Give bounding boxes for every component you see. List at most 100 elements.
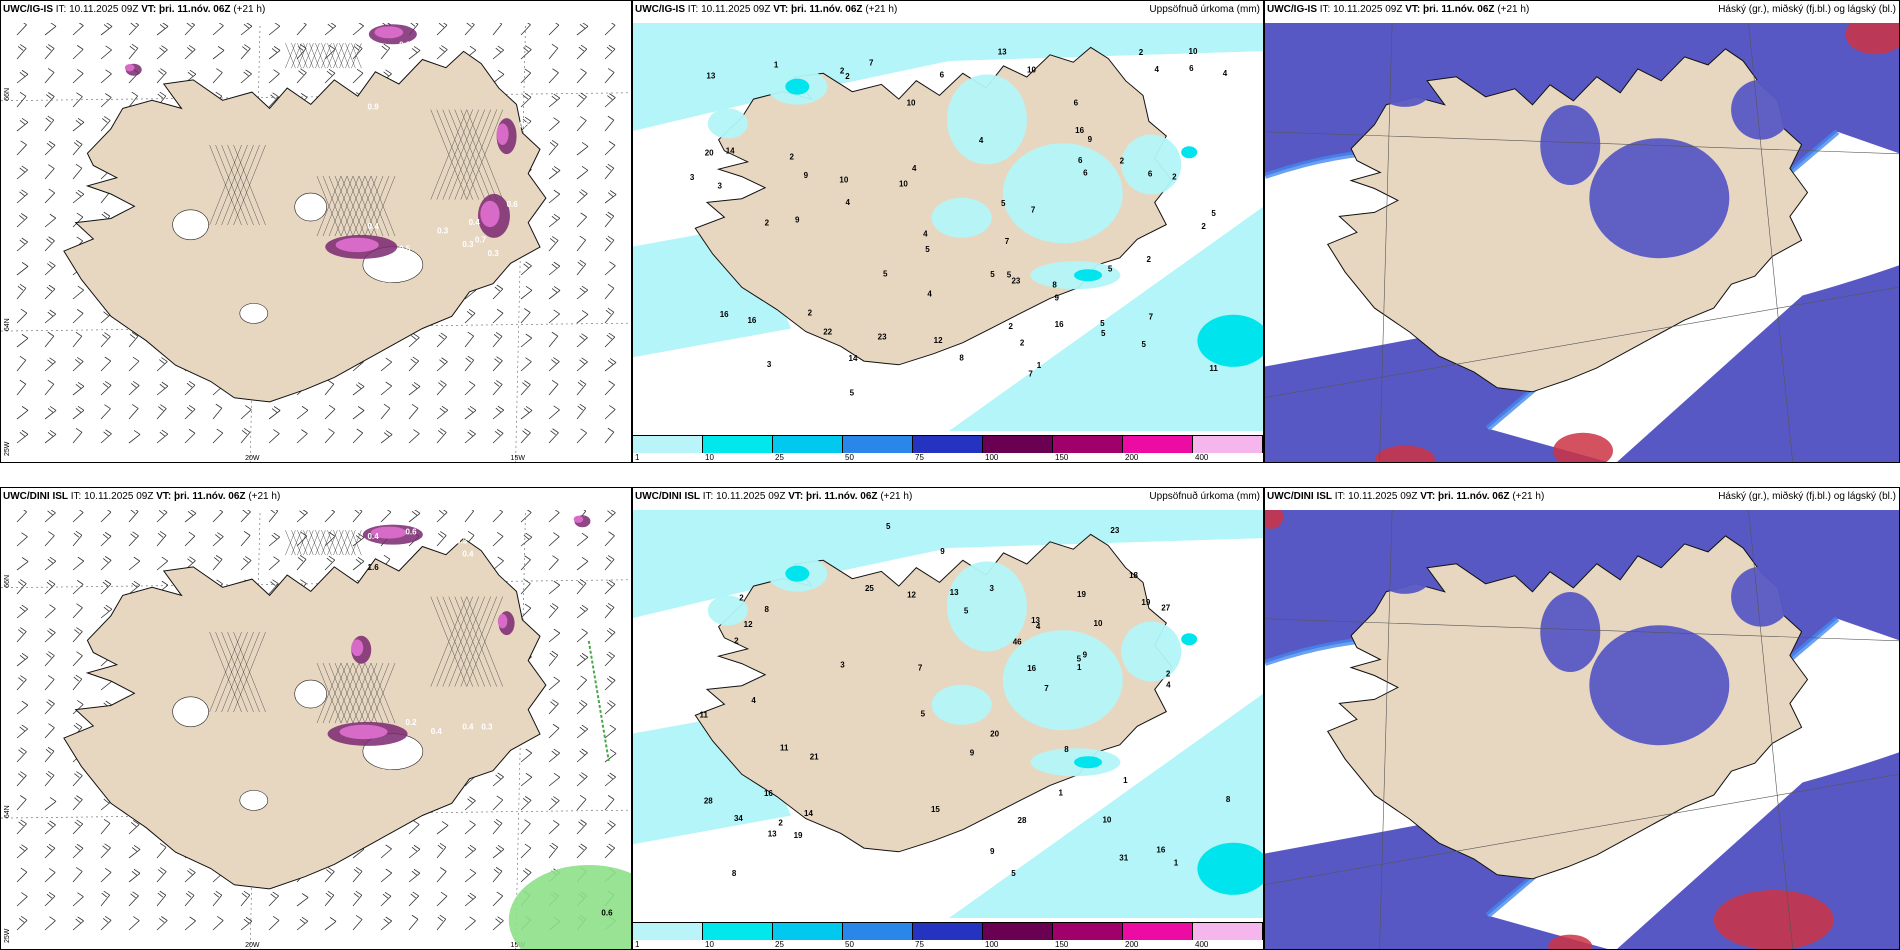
wind-barb: [576, 843, 587, 859]
wind-barb: [128, 531, 139, 547]
precip-value-label: 16: [764, 789, 773, 798]
wind-value-label: 0.4: [462, 550, 474, 559]
wind-barb: [16, 189, 28, 204]
colorbar-segment: [983, 923, 1053, 940]
pink-area: [370, 526, 407, 539]
precip-value-label: 4: [1166, 680, 1171, 689]
wind-barb: [408, 914, 419, 931]
wind-barb: [436, 914, 447, 931]
wind-barb: [352, 867, 363, 883]
precip-value-label: 3: [690, 173, 695, 182]
wind-barb: [576, 819, 587, 835]
wind-barb: [44, 22, 57, 36]
wind-value-label: 0.4: [462, 723, 474, 732]
green-area: [508, 865, 631, 949]
wind-barb: [436, 531, 447, 547]
wind-barb: [72, 556, 85, 571]
wind-barb: [576, 142, 589, 156]
precip-value-label: 8: [1052, 280, 1057, 289]
wind-barb: [128, 820, 140, 835]
precip-value-label: 20: [990, 730, 999, 739]
cloud-map: [1265, 21, 1899, 462]
wind-barb: [548, 723, 560, 739]
grid-line: [1379, 508, 1393, 949]
wind-barb: [520, 261, 532, 276]
wind-barb: [184, 509, 197, 523]
wind-barb: [436, 428, 447, 444]
pink-area: [339, 724, 388, 740]
precip-value-label: 16: [1156, 845, 1165, 854]
wind-barb: [576, 403, 587, 420]
precip-value-label: 27: [1161, 604, 1170, 613]
wind-barb: [156, 45, 168, 60]
wind-barb: [212, 916, 224, 931]
precip-value-label: 2: [1201, 222, 1206, 231]
wind-barb: [128, 580, 141, 595]
wind-barb: [604, 44, 616, 60]
wind-barb: [72, 163, 83, 180]
wind-barb: [576, 379, 587, 396]
wind-barb: [100, 604, 113, 619]
precip-value-label: 2: [739, 594, 744, 603]
precip-value-label: 2: [1139, 48, 1144, 57]
wind-value-label: 0.3: [399, 41, 411, 50]
precip-value-label: 9: [795, 216, 800, 225]
wind-value-label: 0.3: [450, 32, 462, 41]
wind-value-label: 0.6: [405, 528, 417, 537]
wind-barb: [520, 579, 531, 595]
wind-barb: [576, 628, 588, 643]
iceland-landmass: [1326, 48, 1809, 393]
wind-barb: [240, 427, 251, 444]
wind-barb: [100, 915, 112, 931]
lat-label: 64N: [4, 318, 11, 331]
wind-barb: [16, 532, 28, 547]
wind-barb: [548, 236, 559, 252]
precip-value-label: 7: [1028, 370, 1033, 379]
grid-line: [1265, 618, 1899, 642]
wind-barb: [492, 772, 504, 787]
precip-value-label: 15: [931, 805, 940, 814]
wind-barb: [100, 890, 111, 907]
wind-barb: [16, 652, 29, 667]
wind-value-label: 1.6: [368, 563, 380, 572]
wind-barb: [44, 115, 55, 132]
wind-barb: [16, 675, 27, 691]
precip-value-label: 16: [1075, 126, 1084, 135]
wind-barb: [548, 379, 559, 396]
wind-barb: [324, 21, 337, 36]
wind-barb: [576, 772, 588, 787]
wind-barb: [44, 746, 55, 763]
wind-barb: [464, 355, 475, 372]
wind-barb: [100, 508, 112, 523]
wind-barb: [324, 555, 336, 571]
precip-land-area: [931, 684, 992, 725]
wind-barb: [296, 405, 309, 420]
precip-value-label: 2: [840, 67, 845, 76]
precip-value-label: 5: [886, 522, 891, 531]
wind-barb: [548, 603, 559, 619]
wind-barb: [576, 116, 587, 132]
precip-value-label: 2: [1172, 173, 1177, 182]
wind-barb: [604, 115, 615, 132]
wind-value-label: 0.3: [481, 723, 493, 732]
wind-barb: [44, 68, 55, 84]
precip-value-label: 21: [810, 752, 819, 761]
wind-barb: [352, 68, 364, 84]
wind-barb: [240, 916, 253, 931]
colorbar-segment: [1053, 923, 1123, 940]
wind-barb: [16, 771, 27, 787]
precip-core-area: [1181, 633, 1198, 646]
wind-barb: [16, 262, 29, 276]
wind-barb: [548, 676, 560, 691]
wind-barb: [492, 331, 503, 348]
wind-barb: [464, 916, 476, 931]
wind-barb: [268, 92, 279, 108]
wind-value-label: 0.7: [475, 236, 487, 245]
wind-barb: [492, 356, 503, 372]
precip-value-label: 2: [845, 72, 850, 81]
wind-barb: [44, 164, 55, 180]
mid-cloud-land-area: [1540, 105, 1601, 186]
wind-barb: [380, 43, 391, 60]
wind-barb: [16, 429, 29, 444]
wind-barb: [44, 675, 55, 691]
